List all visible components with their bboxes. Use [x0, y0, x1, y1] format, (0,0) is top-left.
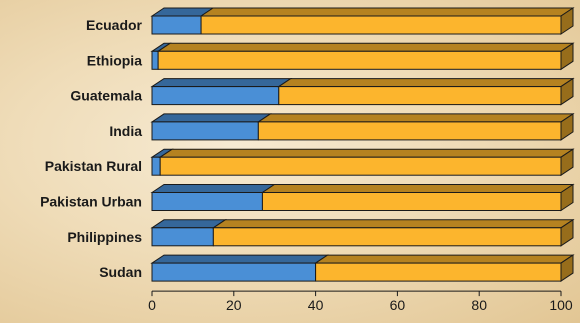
bars-group	[150, 7, 575, 283]
bar-segment	[158, 148, 575, 177]
bar-segment	[150, 254, 330, 282]
bar-segment	[313, 254, 575, 283]
bar-side-face	[560, 112, 574, 141]
bar-row	[150, 7, 575, 35]
x-tick-label: 100	[549, 297, 573, 313]
x-tick-label: 40	[308, 297, 324, 313]
bar-side-face	[560, 148, 574, 177]
bar-front-face	[151, 50, 159, 70]
bar-side-face	[560, 7, 574, 35]
category-label: Sudan	[99, 264, 142, 280]
bar-row	[150, 254, 575, 283]
x-tick-label: 0	[148, 297, 156, 313]
bar-top-face	[150, 254, 330, 264]
x-tick-label: 80	[471, 297, 487, 313]
bar-front-face	[159, 156, 562, 176]
bar-top-face	[150, 184, 277, 193]
bar-row	[150, 42, 575, 71]
bar-segment	[256, 112, 575, 141]
bar-row	[150, 148, 575, 177]
category-label: Pakistan Rural	[45, 158, 142, 174]
x-tick-label: 60	[390, 297, 406, 313]
bar-segment	[150, 113, 272, 141]
bar-top-face	[150, 113, 272, 123]
bar-top-face	[256, 113, 575, 123]
bar-front-face	[278, 86, 562, 106]
bar-side-face	[560, 218, 574, 247]
bar-front-face	[257, 121, 562, 141]
bar-row	[150, 218, 575, 247]
bar-segment	[150, 219, 228, 247]
bar-front-face	[151, 227, 214, 247]
bar-segment	[150, 78, 293, 106]
category-label: Ethiopia	[87, 52, 142, 68]
bar-top-face	[277, 78, 575, 88]
bar-segment	[156, 42, 575, 71]
x-tick-label: 20	[226, 297, 242, 313]
category-label: Pakistan Urban	[40, 194, 142, 210]
bar-segment	[211, 218, 575, 247]
bar-front-face	[151, 262, 317, 282]
bar-front-face	[151, 15, 202, 35]
bar-front-face	[212, 227, 562, 247]
category-labels: Ecuador Ethiopia Guatemala India Pakistan Ru…	[40, 17, 142, 280]
category-label: Ecuador	[86, 17, 143, 33]
category-label: Guatemala	[70, 88, 142, 104]
bar-segment	[277, 77, 575, 106]
bar-front-face	[315, 262, 562, 282]
bar-top-face	[199, 7, 575, 17]
bar-top-face	[211, 219, 575, 229]
bar-front-face	[151, 86, 280, 106]
bar-side-face	[560, 42, 574, 71]
bar-side-face	[560, 77, 574, 106]
bar-side-face	[560, 183, 574, 212]
x-axis: 0 20 40 60 80 100	[148, 290, 573, 313]
bar-front-face	[261, 192, 562, 211]
category-label: Philippines	[67, 229, 142, 245]
bar-front-face	[151, 156, 161, 176]
bar-row	[150, 77, 575, 106]
bar-segment	[199, 7, 575, 35]
bar-segment	[150, 7, 215, 35]
bar-row	[150, 112, 575, 141]
bar-segment	[260, 183, 575, 212]
bar-top-face	[156, 42, 575, 52]
bar-front-face	[200, 15, 562, 35]
bar-front-face	[151, 121, 259, 141]
bar-top-face	[260, 184, 575, 193]
bar-segment	[150, 184, 277, 211]
bar-front-face	[157, 50, 562, 70]
bar-row	[150, 183, 575, 212]
bar-top-face	[158, 148, 575, 158]
bar-side-face	[560, 254, 574, 283]
bar-top-face	[313, 254, 575, 264]
bar-top-face	[150, 78, 293, 88]
category-label: India	[109, 123, 142, 139]
bar-front-face	[151, 192, 263, 211]
